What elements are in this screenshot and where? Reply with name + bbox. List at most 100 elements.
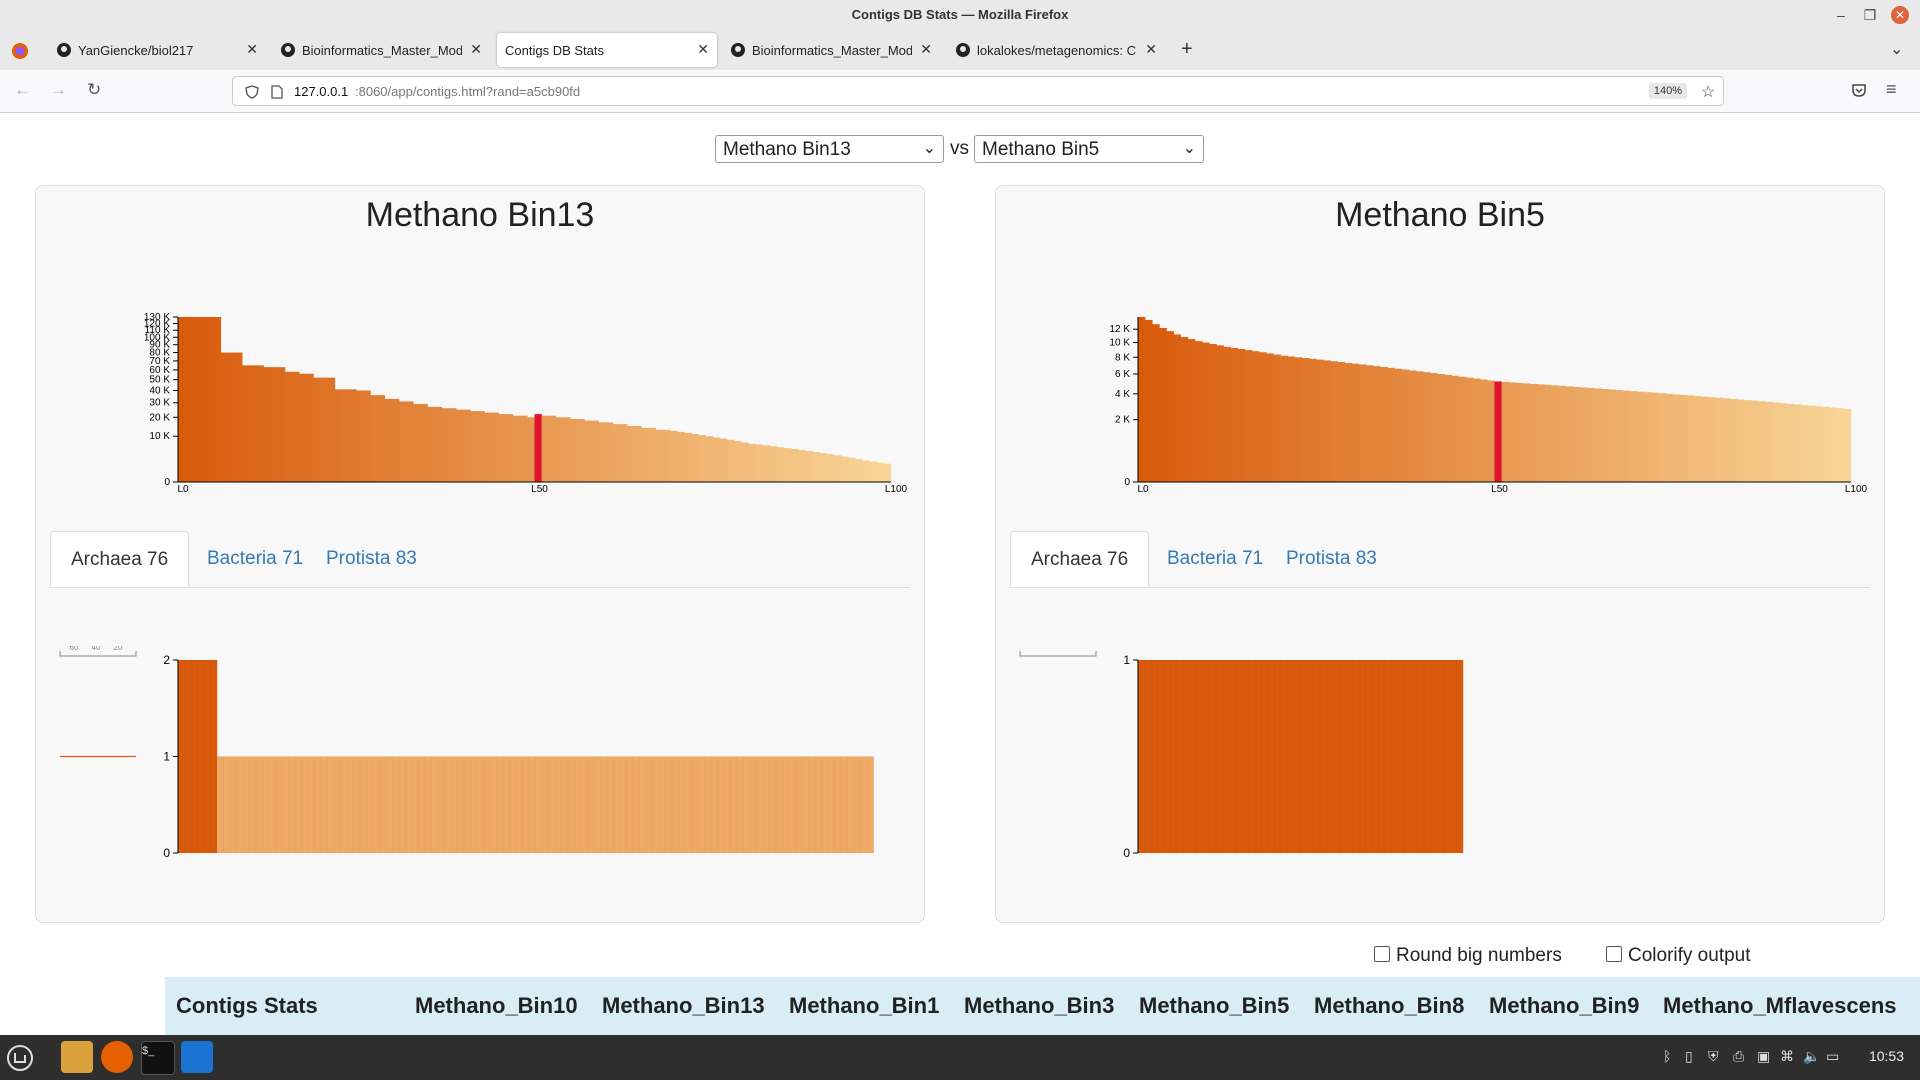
- hmm-bar: [1417, 659, 1425, 854]
- back-button[interactable]: ←: [14, 80, 31, 99]
- nx-bar: [1216, 345, 1224, 482]
- nx-bar: [1815, 406, 1823, 482]
- hmm-bar: [821, 756, 829, 854]
- page-info-icon[interactable]: [271, 85, 283, 99]
- nx-bar: [1202, 342, 1210, 482]
- nx-bar: [1230, 347, 1239, 482]
- shield-icon[interactable]: [245, 85, 259, 99]
- checkbox-box[interactable]: [1606, 946, 1622, 962]
- close-tab-icon[interactable]: ✕: [246, 41, 258, 57]
- nx-bar: [292, 371, 300, 482]
- bookmark-star-icon[interactable]: ☆: [1701, 84, 1716, 101]
- nx-chart: 0 10 K 20 K 30 K 40 K50 K60 K70 K80 K90 K100…: [144, 312, 908, 495]
- clipboard-icon[interactable]: ▯: [1685, 1048, 1693, 1064]
- nx-bar: [605, 422, 614, 482]
- tab-bioinformatics-master-2[interactable]: Bioinformatics_Master_Mod ✕: [720, 33, 940, 67]
- tab-archaea[interactable]: Archaea 76: [50, 531, 190, 587]
- tab-label: Bioinformatics_Master_Mod: [302, 43, 462, 58]
- tab-protista[interactable]: Protista 83: [1286, 548, 1377, 569]
- nx-bar: [306, 373, 314, 482]
- files-icon[interactable]: [61, 1041, 93, 1073]
- printer-icon[interactable]: ⎙: [1733, 1048, 1745, 1064]
- nx-bar: [1801, 404, 1809, 482]
- tab-yangiencke-biol217[interactable]: YanGiencke/biol217 ✕: [46, 33, 266, 67]
- stats-column-header[interactable]: Methano_Bin10: [415, 993, 578, 1018]
- round-numbers-checkbox[interactable]: Round big numbers: [1374, 945, 1562, 967]
- nx-bar: [370, 395, 378, 482]
- shield-tray-icon[interactable]: ⛨: [1708, 1048, 1719, 1064]
- tab-bacteria[interactable]: Bacteria 71: [207, 548, 304, 569]
- new-tab-button[interactable]: +: [1181, 38, 1193, 60]
- zoom-level[interactable]: 140%: [1649, 83, 1687, 99]
- close-window-button[interactable]: ✕: [1891, 6, 1909, 24]
- tab-lokalokes-metagenomics[interactable]: lokalokes/metagenomics: C ✕: [945, 33, 1165, 67]
- tab-contigs-db-stats[interactable]: Contigs DB Stats ✕: [497, 33, 717, 67]
- round-numbers-label: Round big numbers: [1396, 945, 1562, 966]
- nx-bar: [470, 411, 478, 482]
- stats-column-header[interactable]: Methano_Bin1: [789, 993, 940, 1018]
- tab-archaea[interactable]: Archaea 76: [1010, 531, 1150, 587]
- nx-bar: [185, 317, 193, 482]
- nx-bar: [812, 451, 820, 482]
- hmm-bar: [1326, 659, 1334, 854]
- network-icon[interactable]: ⌘: [1780, 1048, 1794, 1064]
- updates-icon[interactable]: ▣: [1757, 1048, 1771, 1064]
- forward-button[interactable]: →: [50, 80, 67, 99]
- volume-icon[interactable]: 🔈: [1803, 1048, 1821, 1064]
- close-tab-icon[interactable]: ✕: [697, 41, 709, 57]
- checkbox-box[interactable]: [1374, 946, 1390, 962]
- stats-column-header[interactable]: Methano_Bin13: [602, 993, 765, 1018]
- nx-bar: [762, 445, 771, 482]
- url-bar[interactable]: 127.0.0.1 :8060/app/contigs.html?rand=a5…: [232, 76, 1724, 106]
- y-tick-label: 2 K: [1115, 415, 1130, 426]
- reload-button[interactable]: ↻: [87, 80, 102, 99]
- firefox-icon[interactable]: [11, 42, 29, 60]
- mint-menu-icon[interactable]: [6, 1044, 34, 1072]
- left-bin-select[interactable]: Methano Bin13 ⌄: [715, 135, 944, 163]
- vscode-icon[interactable]: [181, 1041, 213, 1073]
- nx-bar: [263, 367, 271, 482]
- maximize-button[interactable]: ❐: [1863, 7, 1877, 23]
- close-tab-icon[interactable]: ✕: [1145, 41, 1157, 57]
- minimize-button[interactable]: –: [1837, 7, 1845, 23]
- terminal-icon[interactable]: $_: [141, 1041, 175, 1075]
- y-tick-label: 6 K: [1115, 369, 1130, 380]
- y-tick-label: 70 K: [149, 356, 170, 367]
- stats-column-header[interactable]: Methano_Bin9: [1489, 993, 1640, 1018]
- bluetooth-icon[interactable]: ᛒ: [1663, 1048, 1672, 1064]
- hmm-bar: [1430, 659, 1438, 854]
- stats-column-header[interactable]: Methano_Bin8: [1314, 993, 1465, 1018]
- nx-bar: [555, 417, 564, 482]
- battery-icon[interactable]: ▭: [1826, 1048, 1840, 1064]
- nx-bar: [1359, 364, 1367, 482]
- y-tick-label: 8 K: [1115, 352, 1130, 363]
- menu-icon[interactable]: ≡: [1886, 79, 1897, 99]
- stats-column-header[interactable]: Methano_Bin3: [964, 993, 1115, 1018]
- page-content: Methano Bin13 ⌄ vs Methano Bin5 ⌄ Methan…: [0, 113, 1920, 1035]
- hmm-bar: [678, 756, 686, 854]
- nx-bar: [1786, 403, 1795, 482]
- nx-bar: [862, 460, 870, 482]
- hmm-bar: [1202, 659, 1210, 854]
- colorify-output-checkbox[interactable]: Colorify output: [1606, 945, 1751, 967]
- y-tick-label: 10 K: [149, 431, 170, 442]
- close-tab-icon[interactable]: ✕: [920, 41, 932, 57]
- hmm-bar: [236, 756, 244, 854]
- list-tabs-button[interactable]: ⌄: [1890, 41, 1904, 58]
- hmm-bar: [736, 756, 744, 854]
- pocket-icon[interactable]: [1851, 83, 1867, 98]
- hmm-bar: [613, 756, 621, 854]
- hmm-bar: [483, 756, 491, 854]
- nx-bar: [1843, 408, 1852, 482]
- nx-bar: [1722, 398, 1731, 482]
- tab-bacteria[interactable]: Bacteria 71: [1167, 548, 1264, 569]
- hmm-bar: [223, 756, 231, 854]
- nx-bar: [1408, 370, 1417, 482]
- tab-protista[interactable]: Protista 83: [326, 548, 417, 569]
- right-bin-select[interactable]: Methano Bin5 ⌄: [974, 135, 1204, 163]
- close-tab-icon[interactable]: ✕: [470, 41, 482, 57]
- stats-column-header[interactable]: Methano_Mflavescens: [1663, 993, 1897, 1018]
- tab-bioinformatics-master-1[interactable]: Bioinformatics_Master_Mod ✕: [270, 33, 490, 67]
- stats-column-header[interactable]: Methano_Bin5: [1139, 993, 1290, 1018]
- firefox-taskbar-icon[interactable]: [101, 1041, 133, 1073]
